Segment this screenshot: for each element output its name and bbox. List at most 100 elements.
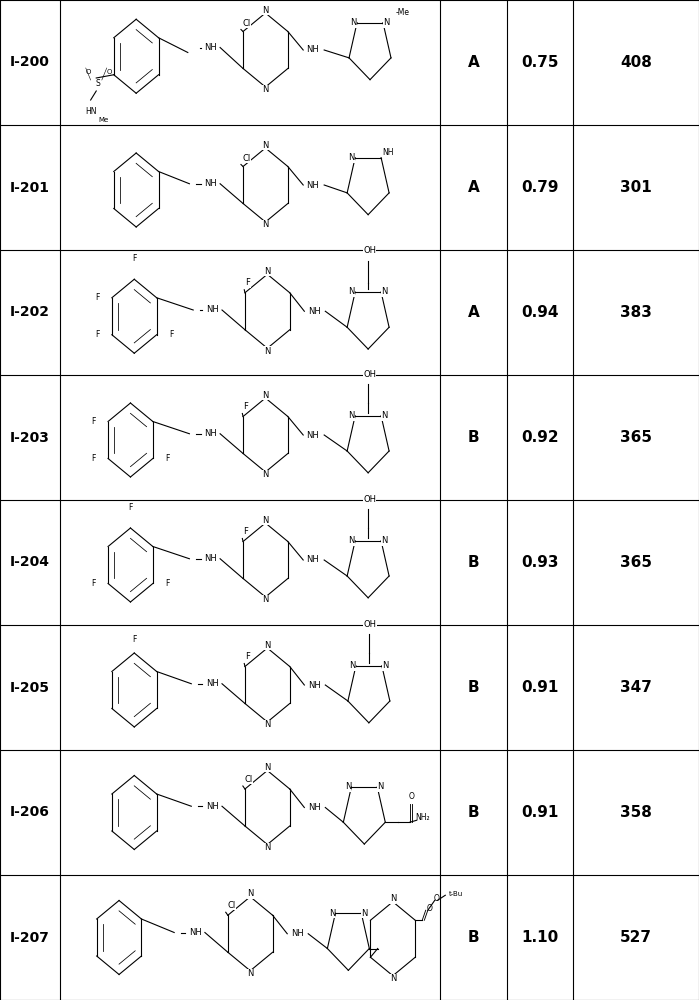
- Text: O: O: [85, 69, 91, 75]
- Text: O: O: [409, 792, 415, 801]
- Text: F: F: [95, 330, 99, 339]
- Text: N: N: [345, 782, 351, 791]
- Text: B: B: [468, 680, 480, 695]
- Text: F: F: [129, 503, 133, 512]
- Text: O: O: [426, 904, 432, 913]
- Text: Me: Me: [98, 117, 108, 123]
- Text: Cl: Cl: [227, 901, 236, 910]
- Text: OH: OH: [363, 495, 376, 504]
- Text: N: N: [389, 974, 396, 983]
- Text: F: F: [166, 579, 170, 588]
- Text: N: N: [262, 141, 268, 150]
- Text: N: N: [247, 889, 254, 898]
- Text: NH: NH: [382, 148, 394, 157]
- Text: B: B: [468, 805, 480, 820]
- Text: O: O: [106, 69, 112, 75]
- Text: N: N: [264, 720, 271, 729]
- Text: NH: NH: [307, 180, 319, 190]
- Text: 0.91: 0.91: [521, 680, 559, 695]
- Text: N: N: [262, 220, 268, 229]
- Text: NH: NH: [291, 929, 303, 938]
- Text: N: N: [349, 411, 355, 420]
- Text: B: B: [468, 430, 480, 445]
- Text: I-207: I-207: [10, 930, 50, 944]
- Text: F: F: [169, 330, 173, 339]
- Text: I-205: I-205: [10, 680, 50, 694]
- Text: NH: NH: [206, 802, 219, 811]
- Text: Cl: Cl: [243, 154, 251, 163]
- Text: N: N: [264, 843, 271, 852]
- Text: F: F: [243, 527, 248, 536]
- Text: F: F: [132, 254, 136, 263]
- Text: I-202: I-202: [10, 306, 50, 320]
- Text: F: F: [245, 652, 250, 661]
- Text: NH: NH: [307, 556, 319, 564]
- Text: F: F: [245, 278, 250, 287]
- Text: N: N: [361, 909, 368, 918]
- Text: NH: NH: [204, 554, 217, 563]
- Text: I-201: I-201: [10, 180, 50, 194]
- Text: NH: NH: [189, 928, 201, 937]
- Text: 527: 527: [620, 930, 652, 945]
- Text: F: F: [95, 293, 99, 302]
- Text: N: N: [382, 661, 389, 670]
- Text: N: N: [349, 153, 355, 162]
- Text: A: A: [468, 180, 480, 195]
- Text: N: N: [264, 267, 271, 276]
- Text: 365: 365: [620, 430, 652, 445]
- Text: NH: NH: [206, 679, 219, 688]
- Text: OH: OH: [363, 620, 377, 629]
- Text: N: N: [389, 894, 396, 903]
- Text: NH: NH: [308, 307, 321, 316]
- Text: -Me: -Me: [396, 8, 410, 17]
- Text: 347: 347: [620, 680, 652, 695]
- Text: NH₂: NH₂: [415, 813, 430, 822]
- Text: OH: OH: [363, 246, 376, 255]
- Text: F: F: [91, 454, 96, 463]
- Text: NH: NH: [307, 45, 319, 54]
- Text: NH: NH: [308, 680, 321, 690]
- Text: S: S: [96, 80, 101, 89]
- Text: 408: 408: [620, 55, 652, 70]
- Text: N: N: [382, 287, 388, 296]
- Text: A: A: [468, 305, 480, 320]
- Text: NH: NH: [206, 306, 219, 314]
- Text: N: N: [350, 661, 356, 670]
- Text: NH: NH: [308, 803, 321, 812]
- Text: N: N: [383, 18, 389, 27]
- Text: F: F: [91, 579, 96, 588]
- Text: NH: NH: [204, 43, 217, 52]
- Text: N: N: [262, 6, 268, 15]
- Text: N: N: [262, 470, 268, 479]
- Text: N: N: [264, 641, 271, 650]
- Text: 0.92: 0.92: [521, 430, 559, 445]
- Text: F: F: [132, 635, 136, 644]
- Text: 0.94: 0.94: [521, 305, 559, 320]
- Text: N: N: [247, 969, 254, 978]
- Text: 0.91: 0.91: [521, 805, 559, 820]
- Text: B: B: [468, 930, 480, 945]
- Text: O: O: [433, 894, 439, 903]
- Text: F: F: [166, 454, 170, 463]
- Text: 0.79: 0.79: [521, 180, 559, 195]
- Text: N: N: [377, 782, 384, 791]
- Text: HN: HN: [85, 107, 96, 116]
- Text: I-200: I-200: [10, 55, 50, 70]
- Text: N: N: [329, 909, 335, 918]
- Text: N: N: [382, 411, 388, 420]
- Text: F: F: [243, 402, 248, 411]
- Text: N: N: [349, 287, 355, 296]
- Text: NH: NH: [204, 179, 217, 188]
- Text: N: N: [350, 18, 356, 27]
- Text: N: N: [262, 85, 268, 94]
- Text: I-206: I-206: [10, 806, 50, 820]
- Text: N: N: [262, 391, 268, 400]
- Text: N: N: [262, 516, 268, 525]
- Text: F: F: [91, 417, 96, 426]
- Text: A: A: [468, 55, 480, 70]
- Text: NH: NH: [204, 429, 217, 438]
- Text: N: N: [349, 536, 355, 545]
- Text: 0.93: 0.93: [521, 555, 559, 570]
- Text: Cl: Cl: [245, 775, 252, 784]
- Text: t-Bu: t-Bu: [449, 891, 463, 897]
